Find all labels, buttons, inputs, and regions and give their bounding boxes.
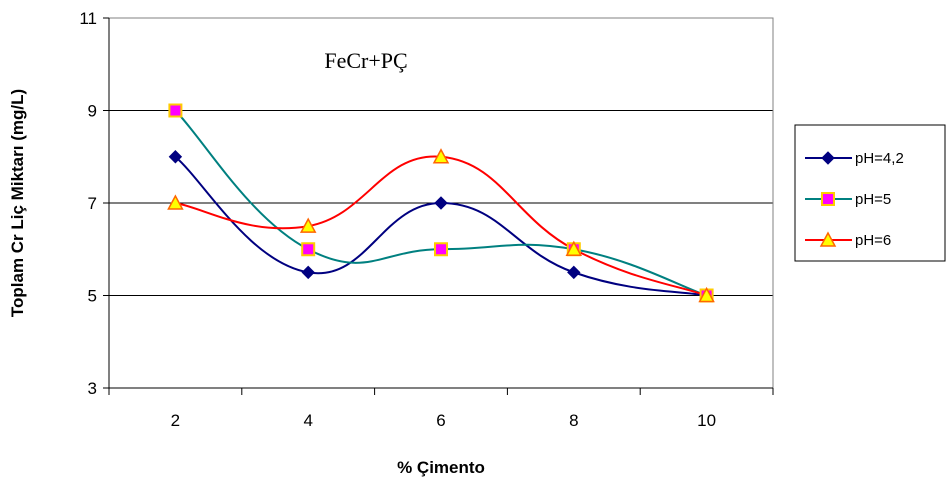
data-point bbox=[301, 242, 316, 257]
legend-box bbox=[794, 124, 946, 262]
legend: pH=4,2 pH=5 pH=6 bbox=[794, 124, 946, 262]
data-point bbox=[434, 196, 448, 210]
data-point bbox=[168, 103, 183, 118]
data-point bbox=[434, 242, 448, 257]
x-tick-label: 2 bbox=[171, 411, 180, 430]
y-tick-label: 11 bbox=[79, 9, 97, 28]
data-point bbox=[167, 194, 184, 210]
data-point bbox=[565, 240, 583, 256]
series-1-markers bbox=[168, 150, 714, 303]
legend-item: pH=6 bbox=[805, 231, 891, 249]
y-tick-label: 3 bbox=[88, 379, 97, 398]
legend-label: pH=5 bbox=[855, 191, 891, 208]
legend-label: pH=6 bbox=[855, 232, 891, 249]
legend-marker bbox=[821, 151, 835, 165]
data-point bbox=[299, 217, 317, 233]
series-line bbox=[174, 109, 707, 297]
series-line bbox=[175, 155, 707, 297]
data-point bbox=[301, 265, 315, 280]
data-point bbox=[567, 265, 581, 280]
legend-marker bbox=[821, 192, 835, 206]
chart-annotation: FeCr+PÇ bbox=[324, 48, 407, 73]
y-tick-label: 5 bbox=[88, 287, 97, 306]
legend-marker bbox=[819, 231, 837, 247]
x-tick-label: 4 bbox=[303, 411, 312, 430]
legend-item: pH=4,2 bbox=[805, 150, 904, 167]
series-layer bbox=[167, 103, 715, 303]
x-tick-label: 10 bbox=[697, 411, 716, 430]
data-point bbox=[698, 286, 715, 303]
data-point bbox=[432, 148, 450, 164]
y-axis-title: Toplam Cr Liç Miktarı (mg/L) bbox=[8, 89, 27, 317]
series-2 bbox=[174, 109, 707, 297]
series-3-markers bbox=[167, 148, 715, 303]
x-tick-label: 6 bbox=[436, 411, 445, 430]
legend-item: pH=5 bbox=[805, 191, 891, 208]
y-tick-label: 7 bbox=[88, 194, 97, 213]
x-axis-title: % Çimento bbox=[397, 458, 485, 477]
series-3 bbox=[175, 155, 707, 297]
y-tick-label: 9 bbox=[88, 102, 97, 121]
x-tick-label: 8 bbox=[569, 411, 578, 430]
legend-label: pH=4,2 bbox=[855, 150, 904, 167]
axes: 3 5 7 9 11 2 4 6 8 10 bbox=[79, 9, 774, 430]
data-point bbox=[168, 150, 183, 164]
